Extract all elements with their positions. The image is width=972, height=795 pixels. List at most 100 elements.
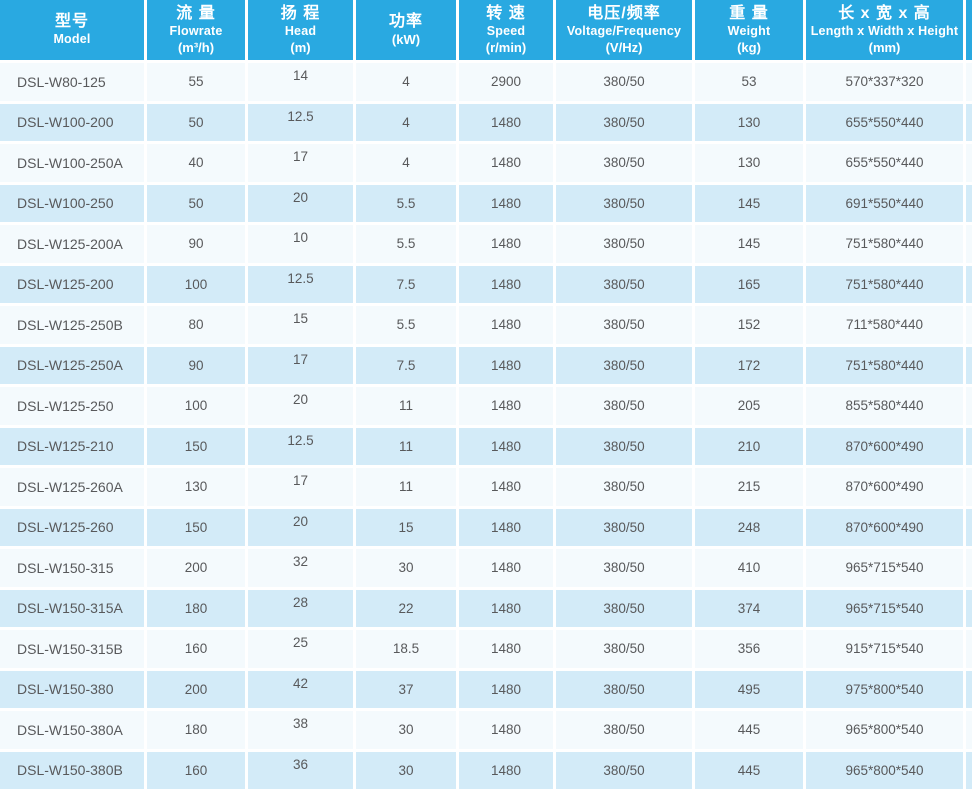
column-header-speed-en: Speed: [486, 24, 526, 39]
cell-voltage: 380/50: [556, 589, 692, 627]
column-header-speed: 转 速 Speed (r/min): [459, 0, 553, 60]
cell-flowrate-text: 180: [184, 600, 208, 616]
cell-flowrate-text: 50: [188, 114, 204, 130]
cell-head: 20: [248, 184, 353, 222]
cell-dimensions-text: 870*600*490: [845, 438, 924, 454]
cell-flowrate: 90: [147, 225, 245, 263]
cell-voltage: 380/50: [556, 670, 692, 708]
cell-dimensions: 870*600*490: [806, 508, 963, 546]
cell-speed: 1480: [459, 549, 553, 587]
cell-head: 42: [248, 670, 353, 708]
cell-power-text: 37: [398, 681, 414, 697]
cell-model: DSL-W100-200: [0, 103, 144, 141]
cell-head-text: 28: [292, 594, 309, 610]
cell-model: DSL-W125-250B: [0, 306, 144, 344]
cell-weight-text: 145: [737, 236, 761, 252]
cell-voltage-text: 380/50: [603, 357, 645, 373]
cell-weight: 495: [695, 670, 803, 708]
cell-weight-text: 165: [737, 276, 761, 292]
cell-speed-text: 1480: [490, 641, 522, 657]
cell-head: 25: [248, 630, 353, 668]
column-header-dimensions-unit: (mm): [868, 39, 901, 55]
cell-head: 32: [248, 549, 353, 587]
cell-speed: 1480: [459, 144, 553, 182]
cell-weight-text: 410: [737, 560, 761, 576]
cell-flowrate: 100: [147, 265, 245, 303]
cell-flowrate: 150: [147, 508, 245, 546]
cell-weight-text: 145: [737, 195, 761, 211]
cell-power: 15: [356, 508, 456, 546]
cell-model-text: DSL-W150-315A: [17, 600, 123, 617]
cell-power-text: 5.5: [396, 195, 416, 211]
cell-model: DSL-W125-260: [0, 508, 144, 546]
column-header-head: 扬 程 Head (m): [248, 0, 353, 60]
cell-weight: 215: [695, 468, 803, 506]
cell-voltage: 380/50: [556, 63, 692, 101]
cell-power-text: 4: [402, 74, 410, 90]
cell-flowrate: 50: [147, 184, 245, 222]
cropped-edge-row-sliver: [966, 711, 972, 749]
cell-weight-text: 248: [737, 519, 761, 535]
cell-flowrate-text: 50: [188, 195, 204, 211]
cell-model: DSL-W150-380: [0, 670, 144, 708]
cell-dimensions-text: 751*580*440: [845, 276, 924, 292]
cell-model-text: DSL-W150-380: [17, 681, 114, 698]
cell-flowrate: 80: [147, 306, 245, 344]
cell-flowrate: 180: [147, 711, 245, 749]
cell-power-text: 5.5: [396, 236, 416, 252]
cell-voltage-text: 380/50: [603, 560, 645, 576]
cell-voltage-text: 380/50: [603, 155, 645, 171]
cell-model-text: DSL-W125-210: [17, 438, 114, 455]
cell-weight: 145: [695, 184, 803, 222]
cropped-edge-row-sliver: [966, 508, 972, 546]
cropped-edge-row-sliver: [966, 225, 972, 263]
cell-model-text: DSL-W125-200A: [17, 235, 123, 252]
cell-voltage-text: 380/50: [603, 236, 645, 252]
cell-flowrate: 200: [147, 670, 245, 708]
cell-model-text: DSL-W100-200: [17, 114, 114, 131]
cell-voltage-text: 380/50: [603, 317, 645, 333]
cell-dimensions: 870*600*490: [806, 427, 963, 465]
cropped-edge-row-sliver: [966, 63, 972, 101]
cell-voltage: 380/50: [556, 549, 692, 587]
cell-flowrate-text: 150: [184, 519, 208, 535]
cell-voltage-text: 380/50: [603, 114, 645, 130]
cell-flowrate-text: 180: [184, 722, 208, 738]
cell-voltage-text: 380/50: [603, 276, 645, 292]
cell-head-text: 17: [292, 351, 309, 367]
cell-speed-text: 1480: [490, 600, 522, 616]
cell-model: DSL-W125-260A: [0, 468, 144, 506]
cell-weight: 53: [695, 63, 803, 101]
cropped-edge-header-sliver: [966, 0, 972, 60]
cell-voltage: 380/50: [556, 711, 692, 749]
cell-model-text: DSL-W125-250A: [17, 357, 123, 374]
cell-model-text: DSL-W150-380A: [17, 721, 123, 738]
cell-weight-text: 130: [737, 155, 761, 171]
cell-flowrate: 160: [147, 751, 245, 789]
cell-dimensions-text: 751*580*440: [845, 357, 924, 373]
cell-weight: 172: [695, 346, 803, 384]
cell-voltage-text: 380/50: [603, 74, 645, 90]
column-header-model-cn: 型号: [54, 13, 89, 31]
cell-speed: 1480: [459, 670, 553, 708]
cell-dimensions-text: 711*580*440: [845, 317, 924, 333]
cell-speed: 1480: [459, 184, 553, 222]
cell-speed-text: 1480: [490, 438, 522, 454]
cell-flowrate-text: 160: [184, 762, 208, 778]
cropped-edge-row-sliver: [966, 184, 972, 222]
cell-speed-text: 1480: [490, 762, 522, 778]
cell-power-text: 11: [398, 398, 413, 414]
column-header-speed-unit: (r/min): [485, 39, 527, 55]
cell-model-text: DSL-W150-315: [17, 559, 114, 576]
column-header-head-en: Head: [284, 24, 317, 39]
cell-dimensions: 870*600*490: [806, 468, 963, 506]
cell-weight: 145: [695, 225, 803, 263]
cell-flowrate-text: 55: [188, 74, 204, 90]
cell-head: 20: [248, 387, 353, 425]
cell-speed-text: 1480: [490, 560, 522, 576]
cell-head: 14: [248, 63, 353, 101]
cell-speed: 1480: [459, 103, 553, 141]
cell-speed: 1480: [459, 508, 553, 546]
cell-dimensions: 751*580*440: [806, 265, 963, 303]
